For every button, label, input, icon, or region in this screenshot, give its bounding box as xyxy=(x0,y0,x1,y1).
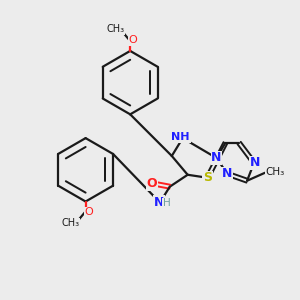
Text: N: N xyxy=(250,156,260,170)
Text: H: H xyxy=(163,199,171,208)
Text: NH: NH xyxy=(172,132,190,142)
Text: N: N xyxy=(222,167,232,180)
Text: CH₃: CH₃ xyxy=(265,167,284,177)
Text: O: O xyxy=(129,35,137,45)
Text: O: O xyxy=(84,207,93,218)
Text: N: N xyxy=(211,152,222,164)
Text: N: N xyxy=(154,196,164,209)
Text: CH₃: CH₃ xyxy=(62,218,80,228)
Text: S: S xyxy=(203,171,212,184)
Text: CH₃: CH₃ xyxy=(106,24,124,34)
Text: O: O xyxy=(147,177,157,190)
